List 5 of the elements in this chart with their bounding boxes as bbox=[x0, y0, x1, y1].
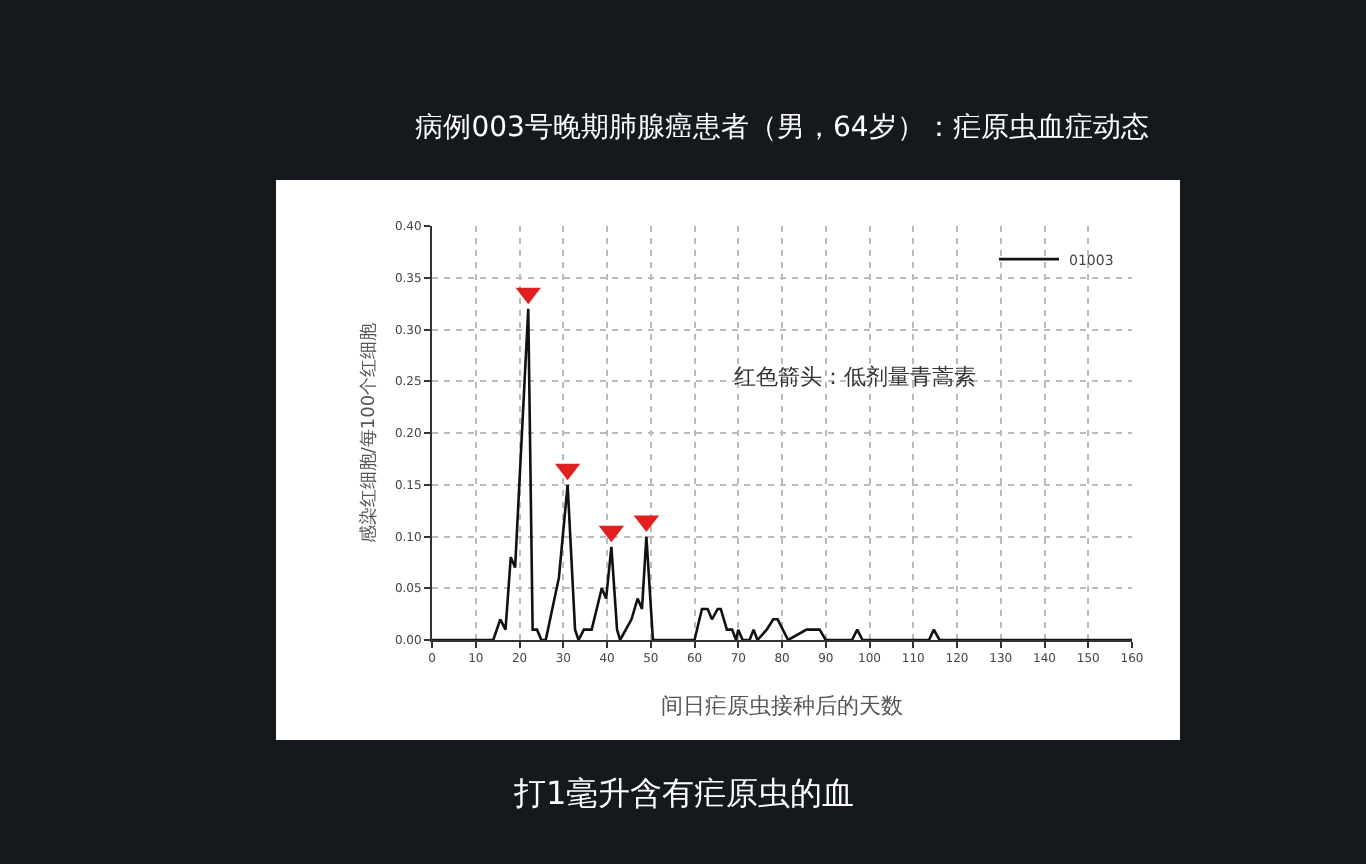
text: 打1毫升含有疟原虫的血 bbox=[512, 774, 855, 812]
annotation: 红色箭头：低剂量青蒿素 bbox=[734, 364, 976, 390]
chart-title: 病例003号晚期肺腺癌患者（男，64岁）：疟原虫血症动态 bbox=[415, 111, 1149, 144]
y-axis-title: 感染红细胞/每100个红细胞 bbox=[357, 322, 380, 544]
x-axis-title: 间日疟原虫接种后的天数 bbox=[661, 692, 903, 719]
